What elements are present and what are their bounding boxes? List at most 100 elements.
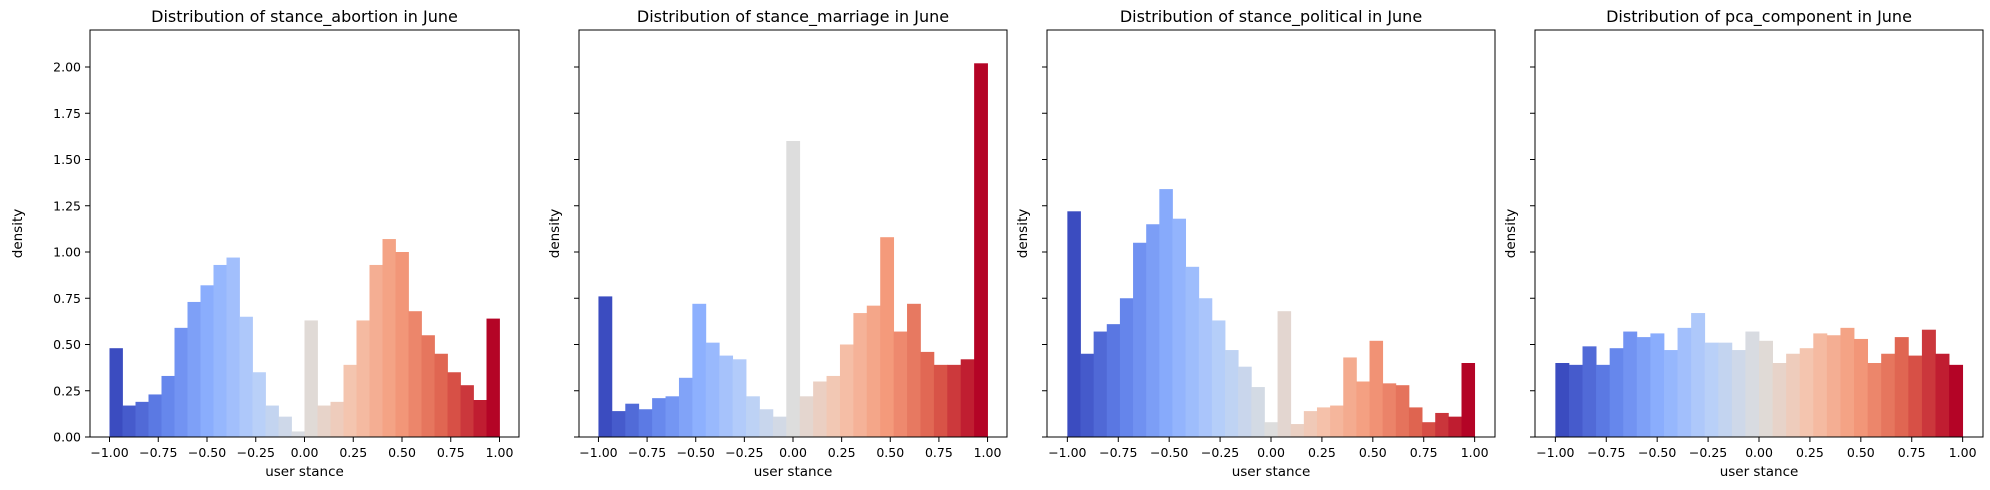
- y-tick-label: 2.00: [53, 60, 81, 75]
- histogram-bar: [1609, 348, 1624, 437]
- histogram-bar: [291, 431, 305, 437]
- histogram-bar: [1636, 337, 1651, 437]
- histogram-bar: [705, 342, 720, 437]
- x-tick-label: 0.25: [339, 445, 367, 460]
- histogram-bar: [839, 344, 854, 437]
- histogram-bar: [434, 353, 448, 437]
- histogram-bar: [1435, 412, 1449, 437]
- histogram-bar: [598, 296, 613, 437]
- histogram-bar: [1290, 424, 1305, 437]
- histogram-bar: [1198, 298, 1213, 437]
- histogram-bar: [1867, 363, 1882, 437]
- histogram-bar: [213, 264, 227, 437]
- panel-4: −1.00 −0.75 −0.50 −0.25 0.00 0.25 0.50 0.75 1.00…: [1503, 7, 1984, 480]
- histogram-bar: [1840, 327, 1855, 437]
- x-axis-label: user stance: [754, 464, 833, 480]
- x-tick-label: −1.00: [90, 445, 128, 460]
- histogram-bar: [1185, 266, 1200, 437]
- histogram-bar: [1303, 411, 1318, 437]
- histogram-bar: [1894, 337, 1909, 437]
- histogram-bar: [1316, 407, 1331, 437]
- histogram-bar: [933, 364, 948, 437]
- histogram-bar: [317, 405, 331, 437]
- histogram-bar: [799, 396, 814, 437]
- histogram-bar: [1277, 311, 1292, 437]
- x-tick-label: −0.75: [139, 445, 177, 460]
- histogram-bar: [772, 416, 787, 437]
- y-tick-label: 1.25: [53, 198, 81, 213]
- histogram-bar: [652, 398, 666, 437]
- y-tick-label: 0.75: [53, 291, 81, 306]
- histogram-bar: [1786, 353, 1801, 437]
- histogram-bar: [1921, 329, 1936, 437]
- histogram-bar: [473, 400, 487, 437]
- histogram-bar: [1731, 350, 1746, 437]
- histogram-bar: [1691, 313, 1706, 437]
- histogram-bar: [1568, 364, 1583, 437]
- x-axis-label: user stance: [1232, 464, 1311, 480]
- y-tick-label: 1.50: [53, 152, 81, 167]
- histogram-bar: [1422, 422, 1436, 437]
- x-tick-label: −0.75: [628, 445, 666, 460]
- histogram-bar: [135, 401, 149, 437]
- x-tick-label: 0.00: [291, 445, 319, 460]
- y-tick-label: 1.00: [53, 245, 81, 260]
- histogram-bar: [1369, 340, 1384, 437]
- histogram-bar: [1343, 357, 1357, 437]
- y-axis-label: density: [547, 209, 563, 259]
- histogram-bar: [369, 264, 383, 437]
- histogram-bar: [1093, 331, 1108, 437]
- x-tick-label: 0.75: [925, 445, 953, 460]
- histogram-bar: [1330, 405, 1344, 437]
- y-tick-label: 0.00: [53, 430, 81, 445]
- x-tick-label: 0.00: [1257, 445, 1285, 460]
- x-tick-label: −0.50: [1638, 445, 1676, 460]
- histogram-bar: [278, 416, 292, 437]
- histogram-bar: [732, 359, 747, 437]
- histogram-bar: [252, 372, 266, 437]
- histogram-bar: [1813, 333, 1828, 437]
- histogram-bar: [1881, 353, 1896, 437]
- x-tick-label: 0.50: [1359, 445, 1387, 460]
- histogram-bar: [304, 320, 318, 437]
- y-tick-label: 0.25: [53, 383, 81, 398]
- y-axis-label: density: [10, 209, 26, 259]
- histogram-bar: [1146, 224, 1160, 437]
- chart-title: Distribution of stance_political in June: [1120, 7, 1422, 27]
- x-tick-label: −0.25: [237, 445, 275, 460]
- histogram-bar: [382, 239, 396, 437]
- histogram-bar: [486, 318, 500, 437]
- histogram-bar: [1663, 350, 1678, 437]
- histogram-bar: [343, 364, 357, 437]
- histogram-bar: [625, 403, 640, 437]
- x-tick-label: −1.00: [1536, 445, 1574, 460]
- histogram-bar: [1119, 298, 1134, 437]
- panel-1: −1.00 −0.75 −0.50 −0.25 0.00 0.25 0.50 0.75 1.00…: [10, 7, 520, 480]
- histogram-bar: [265, 405, 279, 437]
- histogram-bar: [947, 364, 962, 437]
- x-tick-label: 0.25: [1796, 445, 1824, 460]
- histogram-bar: [1133, 242, 1147, 437]
- chart-title: Distribution of pca_component in June: [1606, 7, 1912, 27]
- histogram-bar: [1745, 331, 1760, 437]
- histogram-bar: [1211, 320, 1226, 437]
- histogram-bar: [1382, 383, 1397, 437]
- histogram-bar: [974, 63, 988, 438]
- x-tick-label: 0.75: [437, 445, 465, 460]
- histogram-bar: [692, 303, 707, 437]
- x-tick-label: −0.50: [1150, 445, 1188, 460]
- histogram-bar: [1718, 342, 1733, 437]
- histogram-bar: [161, 375, 175, 437]
- histogram-bar: [880, 237, 895, 437]
- histogram-bar: [1772, 363, 1787, 437]
- histogram-bar: [1582, 346, 1597, 437]
- x-tick-label: 0.25: [828, 445, 856, 460]
- histogram-bar: [920, 351, 935, 437]
- histogram-bar: [638, 409, 653, 437]
- histogram-bar: [786, 141, 801, 437]
- histogram-bar: [1448, 416, 1462, 437]
- histogram-bar: [826, 375, 841, 437]
- x-tick-label: 1.00: [974, 445, 1002, 460]
- x-tick-label: −1.00: [579, 445, 617, 460]
